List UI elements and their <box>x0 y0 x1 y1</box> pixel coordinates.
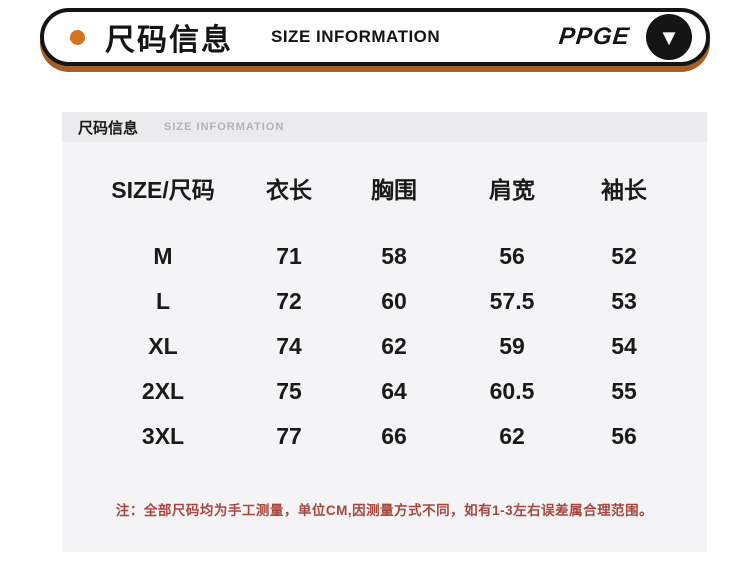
banner-title-en: SIZE INFORMATION <box>271 27 441 46</box>
table-cell-value: 77 <box>276 423 302 449</box>
size-chart-card: 尺码信息 SIZE INFORMATION SIZE/尺码 衣长 胸围 肩宽 袖… <box>62 112 707 552</box>
column-header-chest: 胸围 <box>371 177 417 203</box>
table-cell-value: 71 <box>276 243 302 269</box>
table-cell-value: 57.5 <box>489 288 535 314</box>
table-cell-size: M <box>153 243 173 269</box>
table-cell-value: 59 <box>499 333 525 359</box>
column-header-sleeve: 袖长 <box>601 177 647 203</box>
orange-dot-icon <box>70 29 85 45</box>
card-header: 尺码信息 SIZE INFORMATION <box>62 112 707 142</box>
table-cell-value: 75 <box>276 378 302 404</box>
card-header-title-cn: 尺码信息 <box>78 119 139 137</box>
table-cell-value: 66 <box>381 423 407 449</box>
table-cell-value: 60.5 <box>489 378 535 404</box>
triangle-down-icon: ▼ <box>658 25 680 50</box>
column-header-length: 衣长 <box>266 177 312 203</box>
table-cell-value: 60 <box>381 288 407 314</box>
table-cell-size: XL <box>148 333 178 359</box>
table-cell-value: 53 <box>611 288 637 314</box>
table-cell-value: 74 <box>276 333 302 359</box>
table-cell-value: 56 <box>499 243 525 269</box>
scroll-down-button: ▼ <box>646 14 692 60</box>
card-header-title-en: SIZE INFORMATION <box>164 121 285 133</box>
table-cell-size: L <box>155 288 171 314</box>
table-cell-value: 64 <box>381 378 407 404</box>
banner-title-cn: 尺码信息 <box>105 24 233 57</box>
table-cell-size: 3XL <box>141 423 185 449</box>
column-header-size: SIZE/尺码 <box>111 177 215 203</box>
size-info-banner: 尺码信息 SIZE INFORMATION PPGE ▼ <box>40 8 710 66</box>
table-cell-size: 2XL <box>141 378 185 404</box>
size-table: SIZE/尺码 衣长 胸围 肩宽 袖长 M 71 58 56 52 L 72 6… <box>100 164 660 459</box>
table-header-gap <box>100 212 660 234</box>
table-cell-value: 56 <box>611 423 637 449</box>
column-header-shoulder: 肩宽 <box>489 177 535 203</box>
table-cell-value: 62 <box>381 333 407 359</box>
table-cell-value: 52 <box>611 243 637 269</box>
table-cell-value: 62 <box>499 423 525 449</box>
brand-logo: PPGE <box>557 23 632 50</box>
table-cell-value: 72 <box>276 288 302 314</box>
table-cell-value: 55 <box>611 378 637 404</box>
table-cell-value: 58 <box>381 243 407 269</box>
table-cell-value: 54 <box>611 333 637 359</box>
measurement-note: 注：全部尺码均为手工测量，单位CM,因测量方式不同，如有1-3左右误差属合理范围… <box>115 503 654 518</box>
